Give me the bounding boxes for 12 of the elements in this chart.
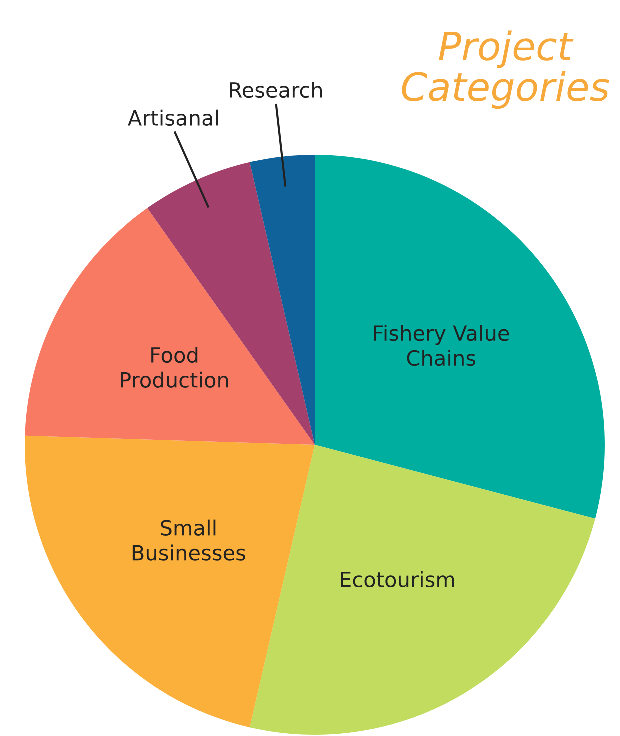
- slice-label: Research: [230, 82, 322, 98]
- slice-label: Artisanal: [128, 110, 218, 126]
- slice-label: Fishery Value Chains: [374, 325, 510, 366]
- pie-slice: [250, 155, 315, 445]
- pie-slice: [25, 436, 315, 728]
- pie-slice: [315, 155, 605, 519]
- pie-slice: [250, 445, 596, 735]
- pie-slice: [25, 208, 315, 445]
- slice-label: Food Production: [121, 346, 228, 388]
- chart-title: Project Categories: [402, 30, 610, 110]
- slice-label: Ecotourism: [341, 571, 454, 588]
- slice-label: Small Businesses: [132, 520, 246, 561]
